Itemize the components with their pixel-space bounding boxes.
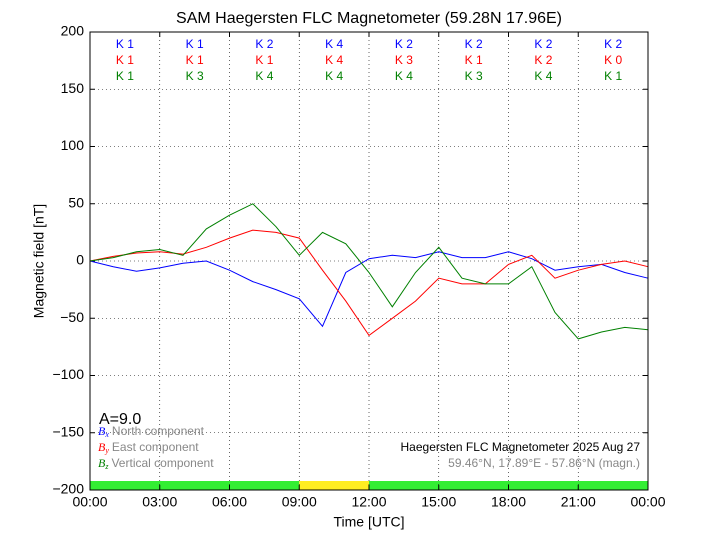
x-tick-label: 12:00	[351, 494, 386, 510]
x-tick-label: 09:00	[282, 494, 317, 510]
legend-symbol: B	[98, 424, 106, 438]
x-tick-label: 15:00	[421, 494, 456, 510]
activity-index: A=9.0	[99, 411, 141, 428]
plot-frame	[89, 31, 649, 491]
legend-sub: y	[104, 446, 109, 455]
y-tick-label: −100	[52, 366, 84, 382]
legend-sub: z	[104, 462, 109, 471]
k-index: K 2	[604, 37, 622, 51]
x-tick-label: 21:00	[561, 494, 596, 510]
x-tick-label: 18:00	[491, 494, 526, 510]
k-index: K 4	[325, 37, 343, 51]
y-tick-label: 0	[76, 252, 84, 268]
y-tick-label: −150	[52, 423, 84, 439]
k-index: K 4	[395, 69, 413, 83]
legend-sub: x	[104, 430, 109, 439]
legend-name: North component	[112, 424, 205, 438]
k-index: K 2	[255, 37, 273, 51]
k-index: K 1	[465, 53, 483, 67]
k-index: K 0	[604, 53, 622, 67]
legend-entry: Bx North component	[98, 424, 205, 439]
station-note: Haegersten FLC Magnetometer 2025 Aug 27	[401, 440, 641, 454]
k-index: K 1	[255, 53, 273, 67]
series-line	[89, 251, 649, 328]
series-line	[89, 203, 649, 340]
k-index: K 1	[116, 37, 134, 51]
k-index: K 4	[255, 69, 273, 83]
k-index: K 3	[186, 69, 204, 83]
k-index: K 4	[534, 69, 552, 83]
k-index: K 4	[325, 69, 343, 83]
y-axis-label: Magnetic field [nT]	[31, 204, 47, 318]
y-tick-label: 100	[61, 137, 85, 153]
x-tick-label: 00:00	[630, 494, 665, 510]
k-index: K 1	[116, 69, 134, 83]
legend-name: Vertical component	[111, 456, 214, 470]
k-index: K 1	[116, 53, 134, 67]
x-tick-label: 06:00	[212, 494, 247, 510]
k-index: K 1	[604, 69, 622, 83]
y-tick-label: 150	[61, 80, 85, 96]
k-index: K 3	[395, 53, 413, 67]
k-index: K 1	[186, 37, 204, 51]
k-index: K 2	[534, 37, 552, 51]
k-index: K 2	[534, 53, 552, 67]
chart-title: SAM Haegersten FLC Magnetometer (59.28N …	[176, 10, 562, 27]
legend-symbol: B	[98, 440, 106, 454]
status-segment	[90, 481, 300, 490]
x-tick-label: 03:00	[142, 494, 177, 510]
k-index: K 2	[395, 37, 413, 51]
y-tick-label: −50	[60, 309, 84, 325]
y-tick-label: −200	[52, 481, 84, 497]
legend-name: East component	[112, 440, 199, 454]
series-line	[89, 229, 649, 337]
coords-note: 59.46°N, 17.89°E - 57.86°N (magn.)	[448, 456, 640, 470]
y-tick-label: 200	[61, 23, 85, 39]
status-segment	[299, 481, 369, 490]
k-index: K 2	[465, 37, 483, 51]
legend-entry: By East component	[98, 440, 199, 455]
x-tick-label: 00:00	[72, 494, 107, 510]
k-index: K 3	[465, 69, 483, 83]
k-index: K 1	[186, 53, 204, 67]
legend-symbol: B	[98, 456, 106, 470]
legend-entry: Bz Vertical component	[98, 456, 214, 471]
k-index: K 4	[325, 53, 343, 67]
y-tick-label: 50	[68, 194, 84, 210]
x-axis-label: Time [UTC]	[333, 514, 404, 530]
